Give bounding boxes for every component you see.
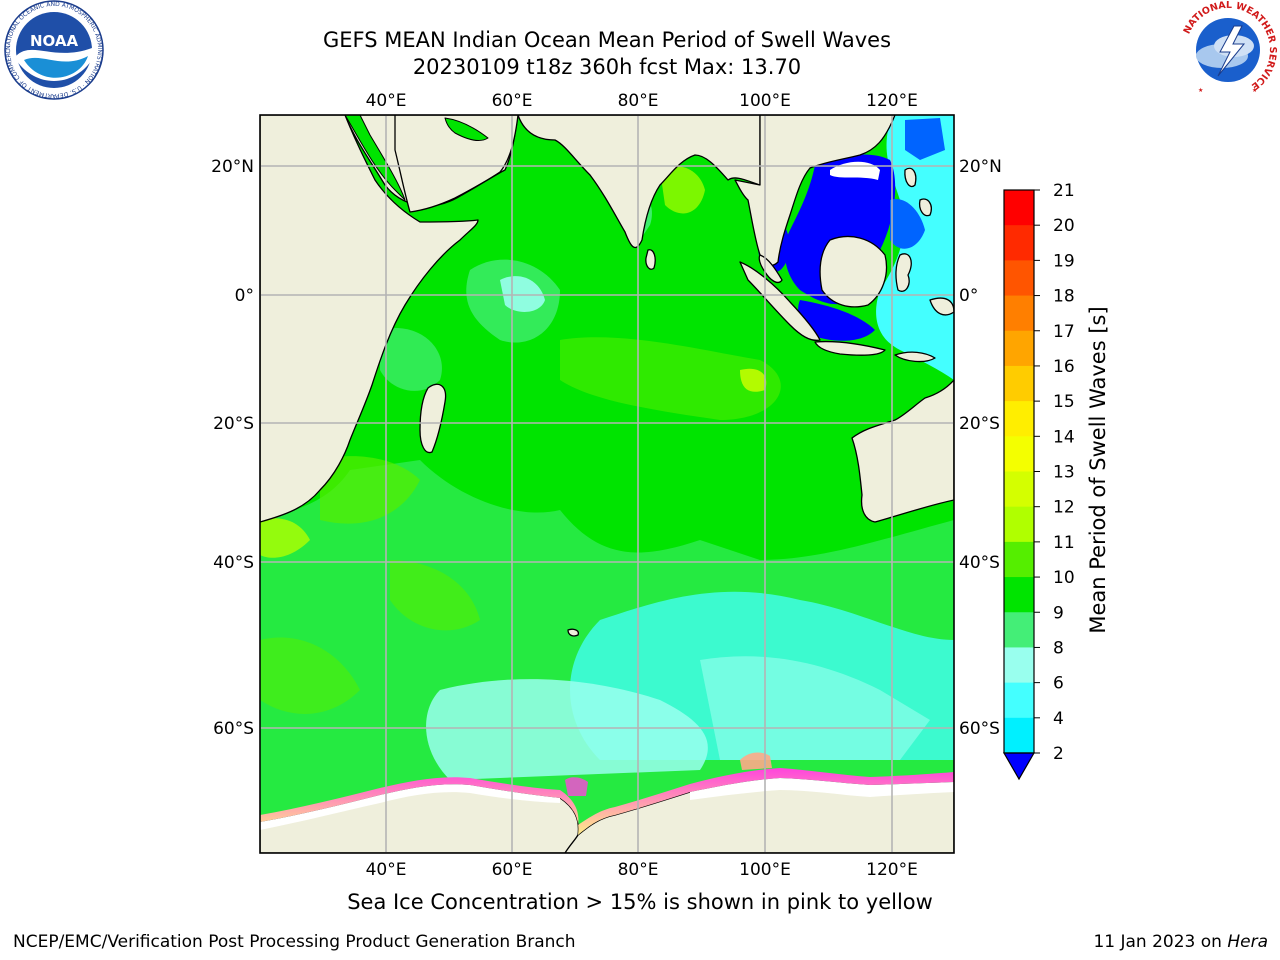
lat-tick-left: 20°N: [211, 157, 254, 177]
colorbar-segment: [1004, 612, 1034, 648]
footer-date-text: 11 Jan 2023 on: [1093, 932, 1228, 952]
map-plot-area: [260, 115, 954, 853]
land-masses: [260, 115, 954, 853]
colorbar-tick-label: 4: [1053, 709, 1064, 729]
colorbar-tick-label: 13: [1053, 463, 1075, 483]
lat-tick-left: 20°S: [213, 414, 254, 434]
svg-text:★: ★: [1252, 87, 1257, 94]
colorbar-under-arrow: [1002, 752, 1036, 781]
lon-tick-top: 60°E: [492, 91, 533, 111]
lon-tick-bottom: 120°E: [866, 860, 918, 880]
colorbar-tick-label: 16: [1053, 357, 1075, 377]
colorbar-segment: [1004, 295, 1034, 332]
lon-tick-top: 80°E: [618, 91, 659, 111]
colorbar-segment: [1004, 717, 1034, 754]
colorbar-tick-label: 18: [1053, 287, 1075, 307]
colorbar-segment: [1004, 436, 1034, 472]
lon-tick-bottom: 80°E: [618, 860, 659, 880]
colorbar-tick-label: 11: [1053, 533, 1075, 553]
colorbar-tick-label: 8: [1053, 638, 1064, 658]
colorbar-tick-label: 17: [1053, 322, 1075, 342]
swell-field-patches: [260, 166, 954, 853]
colorbar-segment: [1004, 365, 1034, 402]
colorbar-label: Mean Period of Swell Waves [s]: [1086, 306, 1110, 634]
lat-tick-left: 40°S: [213, 553, 254, 573]
footer-date: 11 Jan 2023 on Hera: [1093, 932, 1268, 952]
colorbar-tick-label: 14: [1053, 427, 1075, 447]
svg-text:★: ★: [1198, 87, 1203, 94]
lat-tick-right: 60°S: [959, 719, 1000, 739]
lon-tick-top: 100°E: [739, 91, 791, 111]
lat-tick-right: 20°N: [959, 157, 1002, 177]
colorbar-segment: [1004, 225, 1034, 261]
colorbar-tick-label: 9: [1053, 603, 1064, 623]
lon-tick-top: 40°E: [366, 91, 407, 111]
map-frame: [259, 114, 955, 854]
colorbar-segment: [1004, 647, 1034, 684]
lat-tick-right: 0°: [959, 286, 978, 306]
lon-tick-labels: 40°E 60°E 80°E 100°E 120°E 40°E 60°E 80°…: [366, 91, 918, 880]
colorbar-segment: [1004, 401, 1034, 437]
lat-tick-right: 40°S: [959, 553, 1000, 573]
colorbar-tick-label: 12: [1053, 498, 1075, 518]
colorbar-segment: [1004, 190, 1034, 226]
footer-machine: Hera: [1227, 932, 1268, 952]
colorbar-tick-label: 20: [1053, 216, 1075, 236]
colorbar-tick-label: 21: [1053, 181, 1075, 201]
lat-tick-labels: 20°N 0° 20°S 40°S 60°S 20°N 0° 20°S 40°S…: [211, 157, 1002, 739]
lat-tick-left: 60°S: [213, 719, 254, 739]
colorbar: 21 20 19 18 17 16 15 14 13 12 11 10 9 8 6 4 2: [1002, 181, 1075, 781]
colorbar-tick-label: 19: [1053, 251, 1075, 271]
noaa-logo: NATIONAL OCEANIC AND ATMOSPHERIC ADMINIS…: [2, 0, 104, 100]
lon-tick-bottom: 60°E: [492, 860, 533, 880]
noaa-logo-text: NOAA: [30, 32, 79, 50]
lon-tick-bottom: 40°E: [366, 860, 407, 880]
lat-tick-left: 0°: [235, 286, 254, 306]
chart-title: GEFS MEAN Indian Ocean Mean Period of Sw…: [322, 28, 892, 52]
graticule: [260, 115, 954, 853]
lon-tick-top: 120°E: [866, 91, 918, 111]
sea-ice-note: Sea Ice Concentration > 15% is shown in …: [347, 890, 933, 914]
colorbar-tick-label: 6: [1053, 674, 1064, 694]
chart-subtitle: 20230109 t18z 360h fcst Max: 13.70: [412, 55, 802, 79]
colorbar-segment: [1004, 260, 1034, 297]
colorbar-tick-label: 10: [1053, 568, 1075, 588]
colorbar-segment: [1004, 471, 1034, 508]
colorbar-segment: [1004, 577, 1034, 613]
sea-ice-band: [260, 752, 954, 835]
colorbar-segment: [1004, 541, 1034, 578]
lon-tick-bottom: 100°E: [739, 860, 791, 880]
nws-logo: NATIONAL WEATHER SERVICE ★ ★: [1179, 0, 1278, 99]
footer-credit: NCEP/EMC/Verification Post Processing Pr…: [13, 932, 576, 952]
colorbar-segment: [1004, 506, 1034, 543]
colorbar-segment: [1004, 682, 1034, 719]
colorbar-tick-label: 15: [1053, 392, 1075, 412]
colorbar-tick-label: 2: [1053, 744, 1064, 764]
lat-tick-right: 20°S: [959, 414, 1000, 434]
colorbar-segment: [1004, 330, 1034, 367]
